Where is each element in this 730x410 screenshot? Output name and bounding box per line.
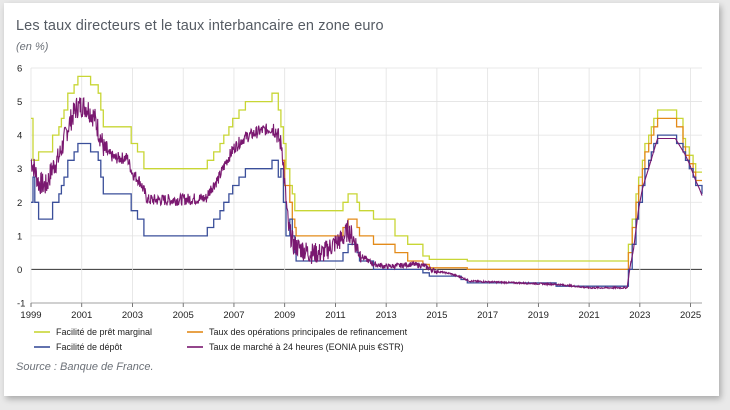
x-tick-label: 2001 xyxy=(71,310,92,321)
y-tick-label: -1 xyxy=(17,299,25,310)
y-tick-label: 4 xyxy=(17,131,22,142)
chart-title: Les taux directeurs et le taux interbanc… xyxy=(16,18,384,34)
grid-lines xyxy=(30,67,702,304)
x-tick-label: 2007 xyxy=(223,310,244,321)
y-tick-label: 5 xyxy=(17,97,22,108)
x-tick-label: 2003 xyxy=(122,310,143,321)
x-tick-label: 2021 xyxy=(579,310,600,321)
y-tick-label: 1 xyxy=(17,231,22,242)
y-tick-label: 0 xyxy=(17,265,22,276)
series-line-1 xyxy=(31,75,702,262)
series-lines xyxy=(30,75,703,290)
series-line-2 xyxy=(282,117,702,271)
chart-subtitle: (en %) xyxy=(16,41,49,53)
legend-label: Taux de marché à 24 heures (EONIA puis €… xyxy=(209,342,404,352)
x-tick-label: 2009 xyxy=(274,310,295,321)
series-line-4 xyxy=(30,97,703,290)
series-line-3 xyxy=(31,134,703,287)
y-tick-label: 2 xyxy=(17,198,22,209)
x-tick-label: 2025 xyxy=(680,310,701,321)
legend-label: Facilité de prêt marginal xyxy=(56,327,152,337)
x-tick-label: 2017 xyxy=(477,310,498,321)
x-tick-label: 2023 xyxy=(629,310,650,321)
x-tick-label: 2015 xyxy=(426,310,447,321)
x-tick-label: 2005 xyxy=(173,310,194,321)
source-note: Source : Banque de France. xyxy=(16,361,154,373)
y-tick-label: 3 xyxy=(17,164,22,175)
x-tick-label: 2019 xyxy=(528,310,549,321)
y-tick-label: 6 xyxy=(17,64,22,75)
legend-label: Facilité de dépôt xyxy=(56,342,123,352)
x-tick-label: 2011 xyxy=(325,310,345,321)
chart-card xyxy=(4,3,719,396)
x-tick-label: 1999 xyxy=(20,310,41,321)
x-tick-label: 2013 xyxy=(376,310,397,321)
legend: Facilité de prêt marginal Taux des opérat… xyxy=(34,327,408,352)
legend-label: Taux des opérations principales de refin… xyxy=(209,327,408,337)
